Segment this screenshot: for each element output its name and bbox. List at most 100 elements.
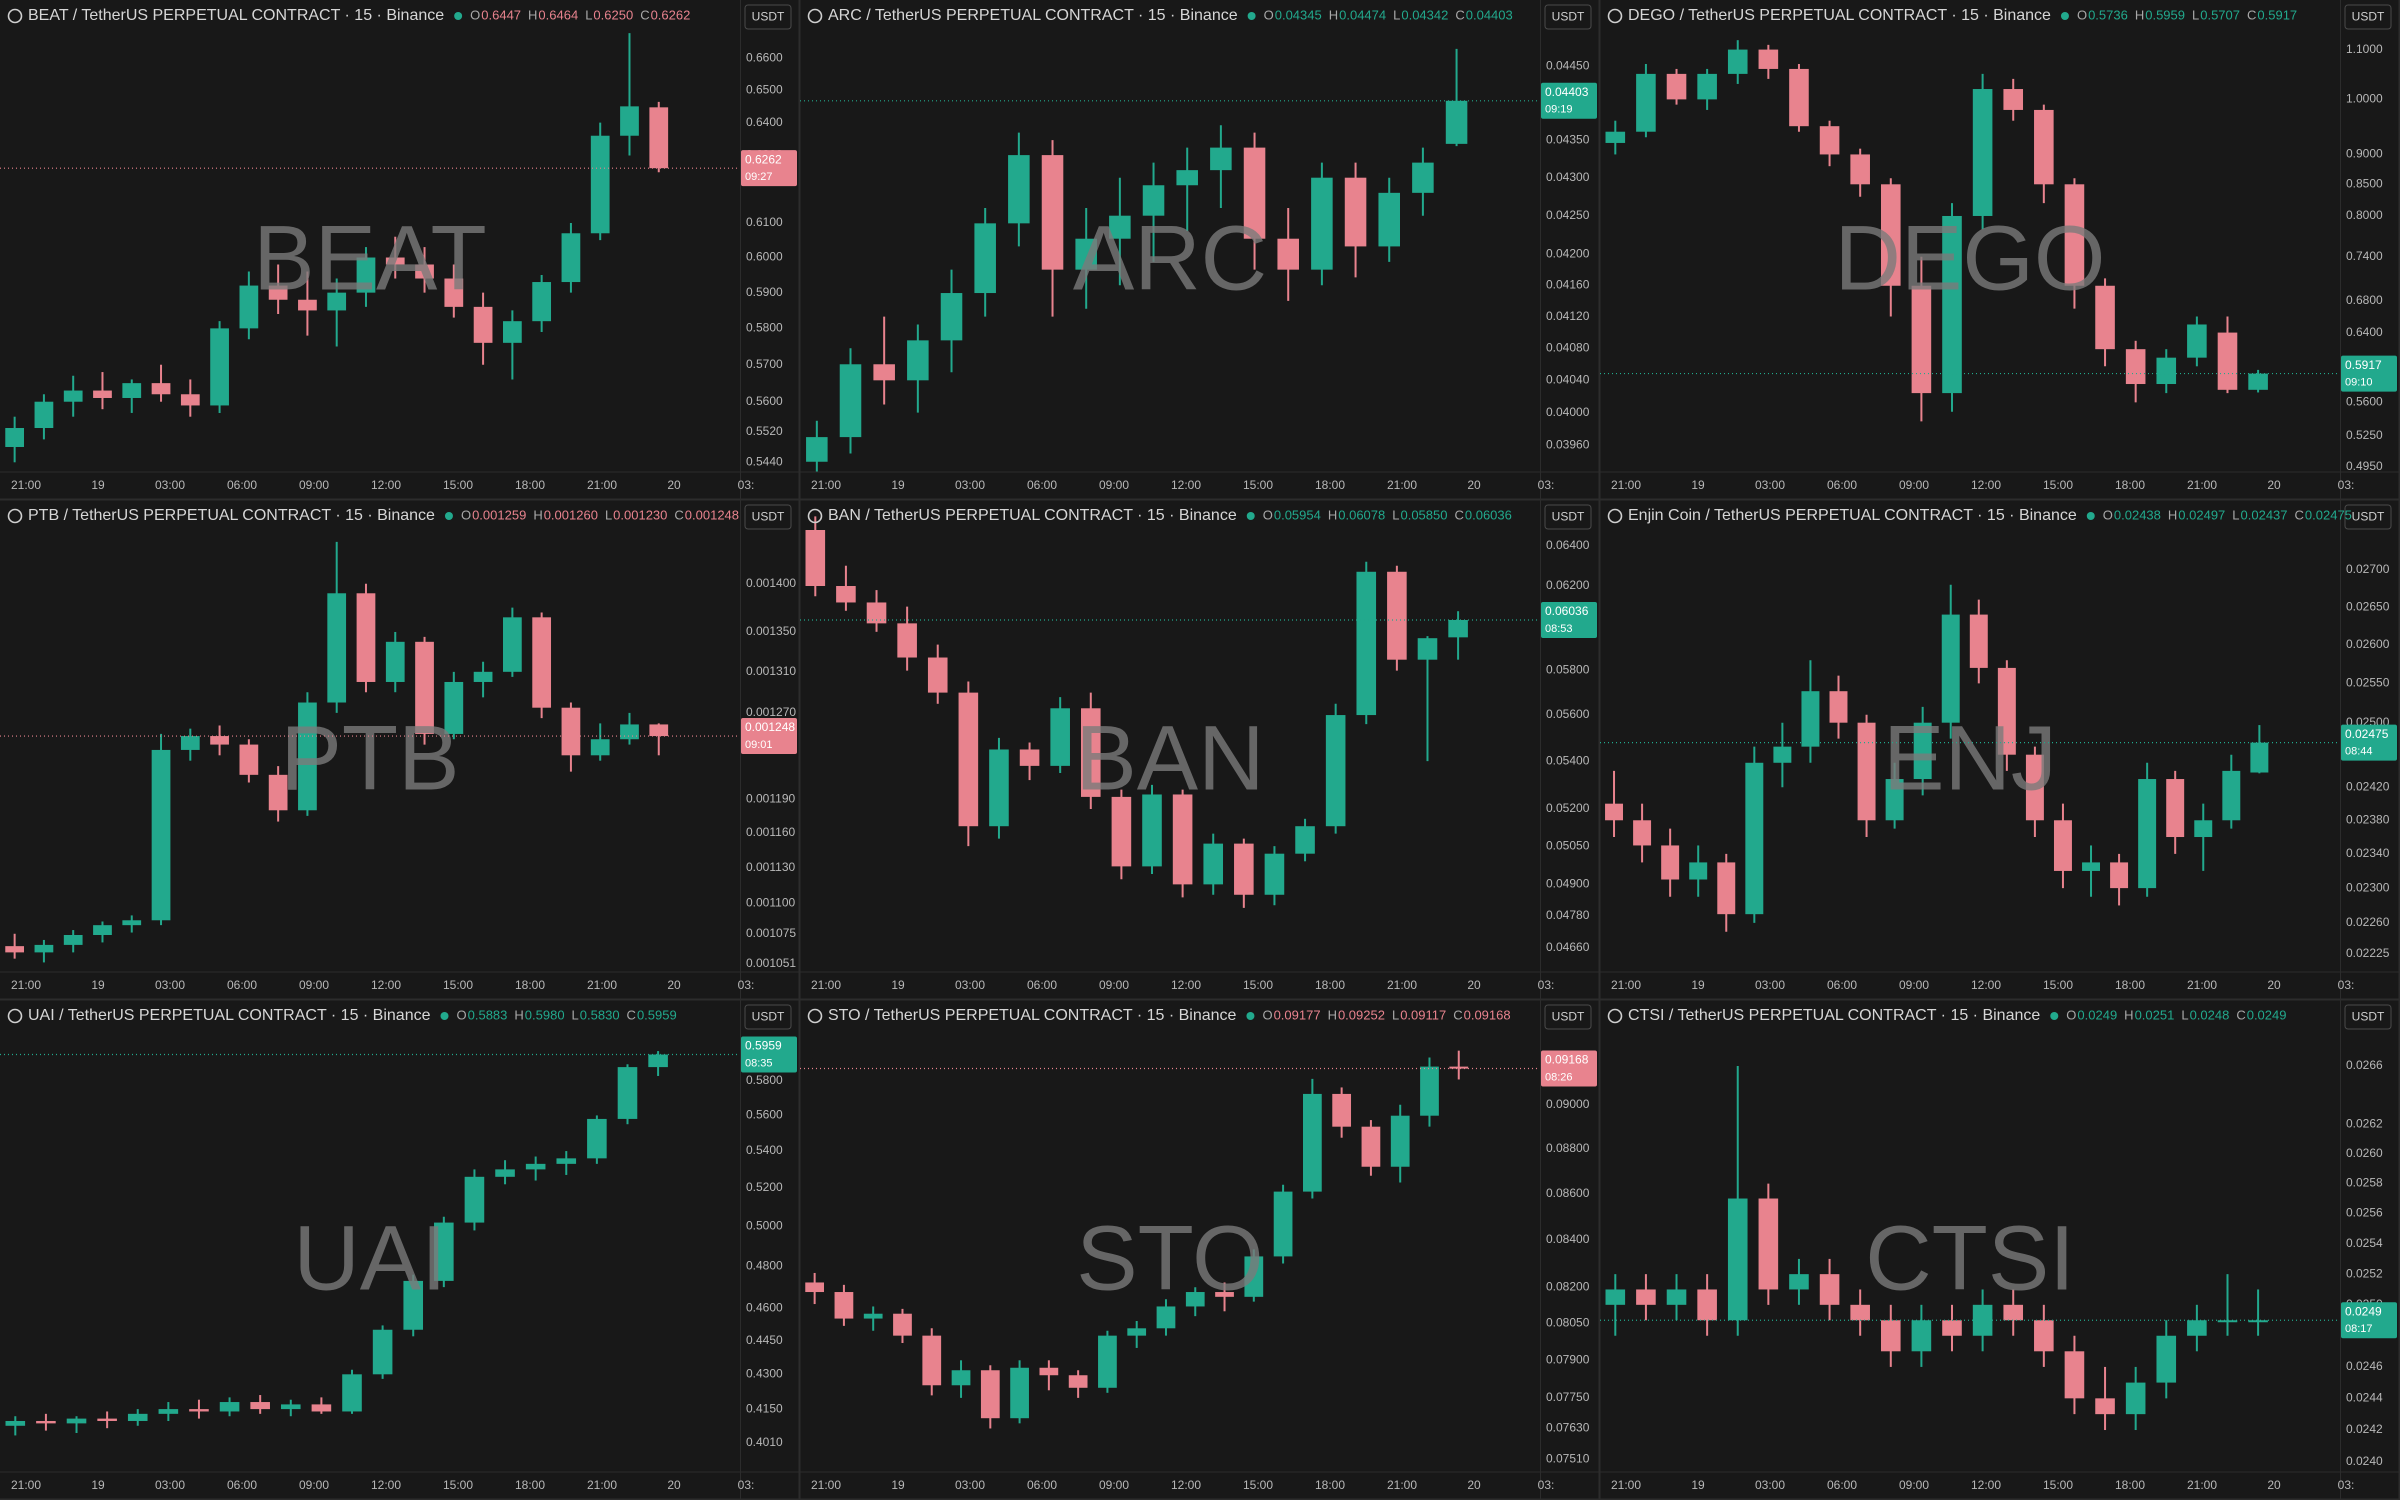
candle-body [1344, 177, 1367, 247]
currency-button[interactable] [2344, 1004, 2392, 1030]
x-tick-label: 03:00 [155, 978, 185, 992]
x-tick-label: 20 [2267, 1478, 2281, 1492]
candle-body [1041, 155, 1064, 270]
candle-body [1050, 708, 1070, 766]
y-tick-label: 0.4010 [746, 1435, 783, 1449]
y-tick-label: 0.001051 [746, 956, 796, 970]
candle-body [239, 744, 259, 775]
status-dot [454, 12, 463, 20]
y-tick-label: 0.07900 [1546, 1352, 1590, 1366]
ohlc-value: 0.02497 [2178, 507, 2225, 522]
ohlc-value: 0.04345 [1275, 7, 1322, 22]
ohlc-key: O [461, 507, 471, 522]
x-tick-label: 21:00 [811, 478, 841, 492]
x-tick-label: 03:00 [1755, 478, 1785, 492]
plot-area: ENJ [1600, 584, 2340, 932]
candle-body [836, 586, 856, 603]
x-tick-label: 03: [1538, 478, 1555, 492]
candle-body [617, 1067, 638, 1119]
symbol-title: PTB / TetherUS PERPETUAL CONTRACT · 15 ·… [28, 507, 435, 524]
currency-button[interactable] [1544, 1004, 1592, 1030]
candle-body [1789, 1274, 1809, 1290]
candle-body [5, 1420, 26, 1426]
candle-body [434, 1222, 454, 1281]
y-tick-label: 0.5600 [746, 1108, 783, 1122]
status-dot [1247, 12, 1256, 20]
ohlc-key: O [2103, 507, 2113, 522]
price-tag-countdown: 09:10 [2345, 376, 2373, 388]
status-dot [2050, 1012, 2059, 1020]
currency-button[interactable] [744, 504, 792, 530]
candle-body [1850, 154, 1870, 185]
x-tick-label: 03:00 [955, 1478, 985, 1492]
x-tick-label: 21:00 [587, 1478, 617, 1492]
y-tick-label: 0.03960 [1546, 437, 1590, 451]
x-tick-label: 03: [738, 978, 755, 992]
price-tag [2341, 355, 2397, 392]
candle-body [1311, 177, 1333, 270]
symbol-icon [807, 508, 823, 524]
candle-body [1448, 619, 1468, 638]
y-tick-label: 0.5800 [746, 1073, 783, 1087]
currency-button[interactable] [2344, 504, 2392, 530]
candle-body [897, 623, 917, 658]
candle-body [1019, 749, 1040, 766]
ohlc-key: H [2135, 7, 2144, 22]
candle-body [974, 223, 996, 294]
candle-body [268, 774, 288, 811]
candle-body [1717, 862, 1736, 915]
candle-body [415, 641, 434, 734]
candle-body [93, 925, 112, 935]
price-tag [741, 718, 797, 755]
ohlc-key: L [572, 1007, 579, 1022]
candle-body [907, 340, 929, 381]
candle-body [1080, 708, 1101, 797]
x-tick-label: 06:00 [1027, 478, 1057, 492]
currency-button[interactable] [2344, 4, 2392, 30]
ohlc-key: L [2232, 507, 2239, 522]
y-tick-label: 0.001075 [746, 926, 796, 940]
y-tick-label: 0.0254 [2346, 1236, 2383, 1250]
ohlc-value: 0.0249 [2247, 1007, 2287, 1022]
currency-label: USDT [752, 510, 785, 524]
currency-button[interactable] [744, 1004, 792, 1030]
candle-body [1666, 1289, 1687, 1305]
currency-button[interactable] [744, 4, 792, 30]
x-tick-label: 09:00 [299, 478, 329, 492]
x-tick-label: 19 [91, 978, 105, 992]
candle-body [1244, 1256, 1264, 1297]
candle-body [464, 1176, 485, 1223]
price-tag-countdown: 08:53 [1545, 623, 1573, 635]
y-tick-label: 0.4950 [2346, 459, 2383, 473]
symbol-title: ARC / TetherUS PERPETUAL CONTRACT · 15 ·… [828, 7, 1238, 24]
price-tag-countdown: 08:35 [745, 1057, 773, 1069]
symbol-icon [807, 1008, 823, 1024]
currency-label: USDT [1552, 1010, 1585, 1024]
x-tick-label: 15:00 [2043, 478, 2073, 492]
ohlc-value: 0.5917 [2257, 7, 2297, 22]
y-tick-label: 0.001190 [746, 791, 795, 805]
candle-body [1661, 845, 1680, 880]
ohlc-value: 0.05850 [1400, 507, 1447, 522]
x-tick-label: 18:00 [1315, 978, 1345, 992]
candle-body [151, 749, 171, 921]
candle-body [1109, 215, 1131, 239]
candle-body [180, 394, 200, 406]
ohlc-key: O [457, 1007, 467, 1022]
candle-body [444, 681, 464, 734]
currency-button[interactable] [1544, 4, 1592, 30]
price-tag-countdown: 08:44 [2345, 746, 2373, 758]
price-tag [741, 1036, 797, 1073]
candle-body [1758, 49, 1779, 69]
y-tick-label: 0.02550 [2346, 676, 2390, 690]
x-tick-label: 03:00 [955, 478, 985, 492]
candle-body [980, 1370, 1000, 1419]
currency-button[interactable] [1544, 504, 1592, 530]
plot-area: BAN [800, 516, 1540, 908]
candle-body [1880, 1320, 1901, 1352]
x-tick-label: 15:00 [2043, 1478, 2073, 1492]
x-tick-label: 19 [91, 478, 105, 492]
candle-body [1234, 843, 1254, 895]
y-tick-label: 0.0242 [2346, 1422, 2383, 1436]
price-tag-countdown: 08:17 [2345, 1323, 2373, 1335]
